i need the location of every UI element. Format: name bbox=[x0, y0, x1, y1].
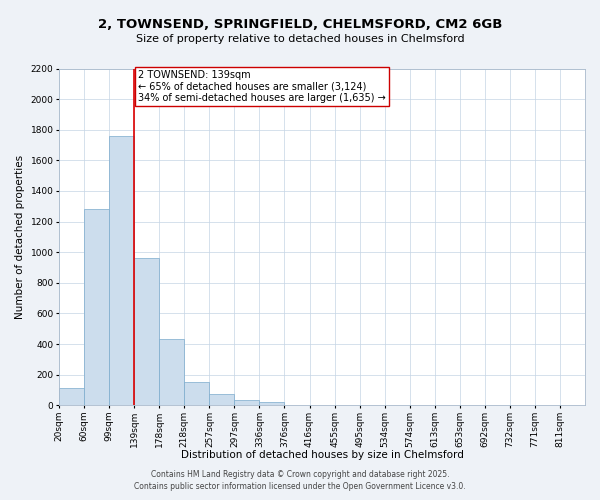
Bar bbox=[209, 394, 235, 406]
Y-axis label: Number of detached properties: Number of detached properties bbox=[15, 155, 25, 319]
Bar bbox=[235, 400, 259, 406]
Text: 2, TOWNSEND, SPRINGFIELD, CHELMSFORD, CM2 6GB: 2, TOWNSEND, SPRINGFIELD, CHELMSFORD, CM… bbox=[98, 18, 502, 30]
Bar bbox=[259, 402, 284, 406]
Bar bbox=[159, 340, 184, 406]
Bar bbox=[134, 258, 159, 406]
Bar bbox=[184, 382, 209, 406]
Text: 2 TOWNSEND: 139sqm
← 65% of detached houses are smaller (3,124)
34% of semi-deta: 2 TOWNSEND: 139sqm ← 65% of detached hou… bbox=[138, 70, 386, 103]
Bar bbox=[59, 388, 84, 406]
Bar bbox=[84, 208, 109, 406]
Text: Size of property relative to detached houses in Chelmsford: Size of property relative to detached ho… bbox=[136, 34, 464, 43]
Text: Contains HM Land Registry data © Crown copyright and database right 2025.
Contai: Contains HM Land Registry data © Crown c… bbox=[134, 470, 466, 491]
Bar bbox=[109, 136, 134, 406]
X-axis label: Distribution of detached houses by size in Chelmsford: Distribution of detached houses by size … bbox=[181, 450, 463, 460]
